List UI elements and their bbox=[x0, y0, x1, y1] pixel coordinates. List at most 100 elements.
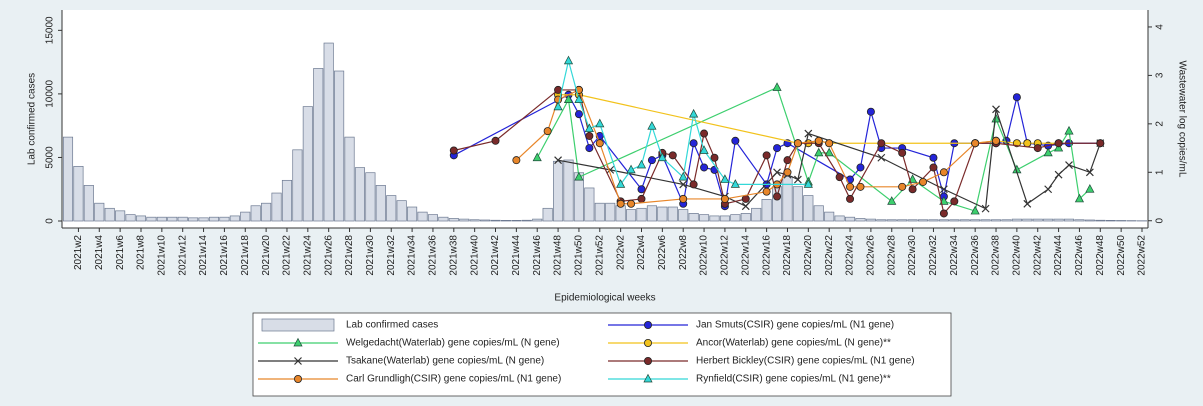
bar bbox=[949, 219, 960, 222]
x-tick-label: 2021w44 bbox=[511, 235, 522, 276]
bar bbox=[897, 219, 908, 222]
x-tick-label: 2022w50 bbox=[1116, 235, 1127, 276]
x-tick-label: 2022w22 bbox=[824, 235, 835, 276]
x-tick-label: 2021w28 bbox=[344, 235, 355, 276]
x-tick-label: 2021w6 bbox=[115, 235, 126, 270]
bar bbox=[1116, 220, 1127, 222]
bar bbox=[407, 206, 418, 222]
bar bbox=[938, 219, 949, 222]
legend-marker bbox=[643, 373, 653, 383]
x-tick-label: 2022w46 bbox=[1074, 235, 1085, 276]
bar bbox=[532, 218, 543, 222]
series-marker bbox=[991, 113, 1001, 123]
series-marker bbox=[741, 202, 750, 211]
series-marker bbox=[616, 179, 626, 188]
bar bbox=[605, 202, 616, 222]
bar bbox=[302, 106, 313, 222]
series-marker bbox=[919, 177, 928, 186]
series-marker bbox=[616, 199, 625, 208]
legend-label: Ancor(Waterlab) gene copies/mL (N gene)*… bbox=[696, 338, 891, 349]
bar bbox=[323, 42, 334, 222]
bar bbox=[563, 159, 574, 222]
bar bbox=[281, 179, 293, 222]
x-tick-label: 2021w42 bbox=[490, 235, 501, 276]
legend-label: Lab confirmed cases bbox=[346, 320, 438, 331]
bar bbox=[594, 202, 605, 222]
x-tick-label: 2021w52 bbox=[594, 235, 605, 276]
series-marker bbox=[563, 55, 574, 65]
bar bbox=[688, 213, 699, 222]
series-marker bbox=[939, 185, 948, 194]
y-tick-label: 15000 bbox=[45, 16, 56, 44]
bar bbox=[917, 219, 929, 222]
y2-tick-label: 2 bbox=[1155, 121, 1166, 127]
series-marker bbox=[689, 180, 698, 189]
x-tick-label: 2022w16 bbox=[761, 235, 772, 276]
series-marker bbox=[772, 82, 782, 91]
bar bbox=[240, 211, 251, 222]
series-marker bbox=[939, 209, 948, 218]
bar bbox=[354, 167, 366, 222]
legend-label: Welgedacht(Waterlab) gene copies/mL (N g… bbox=[346, 338, 560, 349]
series-marker bbox=[563, 94, 574, 103]
x-tick-label: 2022w6 bbox=[657, 235, 668, 270]
series-marker bbox=[710, 153, 719, 162]
series-marker bbox=[793, 175, 802, 184]
bar bbox=[542, 207, 553, 222]
series-marker bbox=[992, 136, 1001, 145]
series-marker bbox=[992, 105, 1000, 114]
x-tick-label: 2021w50 bbox=[574, 235, 585, 276]
series-marker bbox=[929, 153, 938, 162]
series-marker bbox=[720, 194, 729, 203]
series-marker bbox=[491, 136, 500, 145]
series-marker bbox=[532, 152, 542, 162]
bar bbox=[386, 195, 397, 222]
series-marker bbox=[720, 174, 730, 183]
bar bbox=[62, 136, 74, 222]
legend-swatch bbox=[261, 318, 335, 332]
bar bbox=[834, 215, 845, 222]
bar bbox=[667, 206, 678, 222]
legend-marker bbox=[644, 338, 653, 347]
x-tick-label: 2021w10 bbox=[156, 235, 167, 276]
bar bbox=[521, 219, 532, 222]
series-marker bbox=[585, 131, 594, 140]
x-tick-label: 2021w2 bbox=[73, 235, 84, 270]
series-marker bbox=[647, 121, 657, 130]
series-marker bbox=[1085, 184, 1095, 193]
series-marker bbox=[554, 85, 563, 94]
bar bbox=[751, 207, 762, 222]
x-tick-label: 2021w14 bbox=[198, 235, 209, 276]
bar bbox=[365, 172, 376, 222]
bar bbox=[636, 207, 647, 222]
x-tick-label: 2021w12 bbox=[177, 235, 188, 276]
bar bbox=[334, 70, 345, 222]
legend bbox=[252, 312, 952, 397]
x-tick-label: 2021w38 bbox=[448, 235, 459, 276]
series-marker bbox=[1074, 193, 1085, 203]
bar bbox=[115, 210, 126, 222]
series-marker bbox=[814, 147, 824, 157]
bar bbox=[615, 205, 626, 222]
legend-label: Carl Grundligh(CSIR) gene copies/mL (N1 … bbox=[346, 374, 561, 385]
series-marker bbox=[657, 152, 667, 162]
bar bbox=[646, 205, 657, 222]
x-tick-label: 2022w42 bbox=[1032, 235, 1043, 276]
bar bbox=[83, 185, 94, 222]
bar bbox=[740, 213, 751, 222]
bar bbox=[375, 185, 386, 222]
series-marker bbox=[877, 153, 886, 162]
bar bbox=[438, 216, 449, 222]
bar bbox=[313, 68, 324, 222]
series-marker bbox=[1033, 144, 1042, 153]
series-marker bbox=[668, 151, 677, 160]
bar bbox=[177, 216, 188, 222]
series-marker bbox=[1043, 147, 1053, 157]
x-tick-label: 2022w26 bbox=[866, 235, 877, 276]
bar bbox=[292, 149, 303, 222]
bar bbox=[198, 217, 209, 222]
series-marker bbox=[783, 156, 792, 165]
bar bbox=[699, 214, 710, 222]
x-tick-label: 2022w30 bbox=[907, 235, 918, 276]
x-tick-label: 2021w34 bbox=[407, 235, 418, 276]
